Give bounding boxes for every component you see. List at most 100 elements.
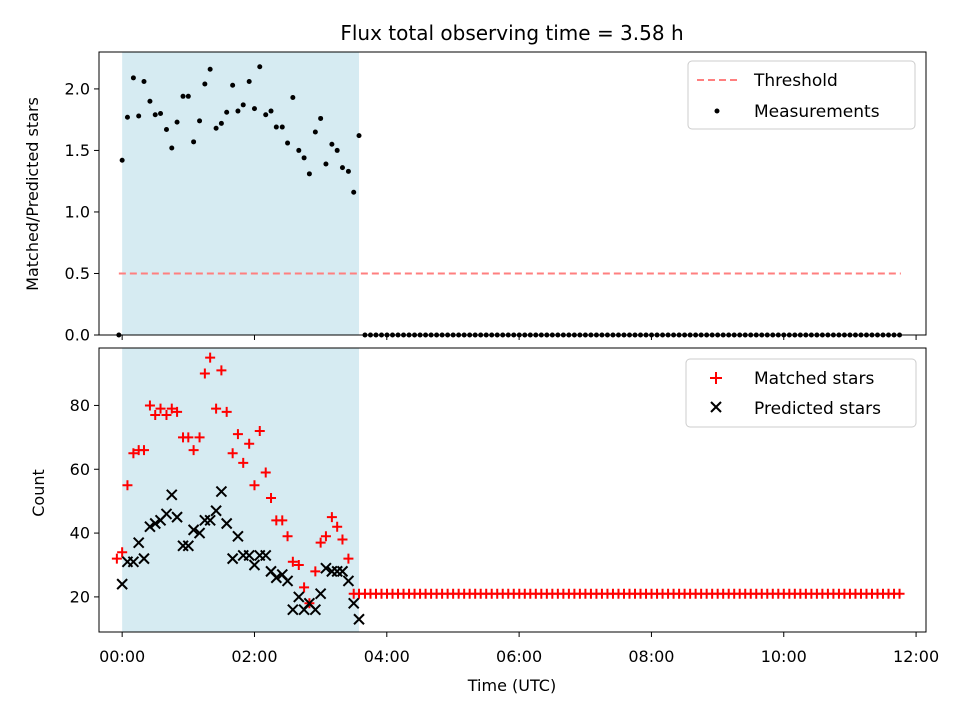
bot-x-point-1-20 (226, 552, 239, 565)
top-dot-point-0-24 (246, 79, 252, 85)
bot-plus-point-0-3 (128, 448, 139, 459)
bot-plus-point-0-33 (293, 559, 304, 570)
bot-plus-point-0-22 (232, 429, 243, 440)
bot-x-point-1-4 (138, 552, 150, 565)
top-dot-point-0-1 (119, 157, 125, 163)
bot-x-point-1-10 (171, 511, 183, 523)
top-dot-point-0-2 (124, 114, 130, 120)
bot-plus-point-0-31 (282, 531, 293, 542)
top-dot-point-0-16 (202, 81, 208, 87)
predicted-legend-swatch (710, 401, 722, 413)
bot-x-point-1-8 (160, 508, 173, 520)
bot-plus-point-0-16 (199, 368, 210, 379)
bottom-legend: Matched stars Predicted stars (685, 358, 917, 428)
bot-plus-point-0-11 (172, 406, 183, 417)
bot-x-point-1-19 (220, 517, 233, 530)
bot-plus-point-0-7 (150, 410, 161, 421)
bot-plus-point-0-0 (111, 553, 122, 564)
bottom-y-axis-label: Count (29, 469, 48, 517)
top-ytick-label-2: 1.0 (65, 202, 90, 221)
top-dot-point-0-22 (235, 108, 241, 114)
bot-x-point-1-13 (187, 524, 200, 536)
bot-x-point-1-6 (149, 517, 161, 530)
x-axis-label: Time (UTC) (467, 676, 556, 695)
bot-plus-point-0-38 (320, 531, 331, 542)
top-dot-point-0-36 (312, 129, 318, 135)
top-dot-point-0-30 (279, 124, 285, 130)
bot-ytick-label-2: 60 (70, 460, 90, 479)
xtick-label-4: 08:00 (628, 647, 674, 666)
top-dot-point-0-28 (268, 108, 274, 114)
bot-plus-point-0-41 (337, 534, 348, 545)
top-dot-point-0-18 (213, 125, 219, 131)
bot-plus-point-0-23 (238, 457, 249, 468)
top-dot-point-0-34 (301, 155, 307, 161)
bot-plus-point-0-30 (277, 515, 288, 526)
bot-plus-point-0-37 (315, 537, 326, 548)
top-dot-point-0-4 (136, 113, 142, 119)
top-dot-point-0-38 (323, 161, 329, 167)
bot-ytick-label-0: 20 (70, 587, 90, 606)
bot-plus-point-0-36 (310, 566, 321, 577)
top-dot-point-0-6 (147, 98, 153, 104)
top-dot-point-0-23 (240, 102, 246, 108)
bot-x-point-1-12 (182, 540, 195, 552)
bot-ytick-label-1: 40 (70, 524, 90, 543)
bot-plus-point-0-2 (122, 480, 133, 491)
bot-plus-point-0-17 (205, 352, 216, 363)
top-dot-point-0-26 (257, 64, 263, 70)
bot-x-point-1-17 (210, 505, 222, 517)
bot-plus-point-0-13 (183, 432, 194, 443)
bot-plus-point-0-21 (227, 448, 238, 459)
top-dot-point-0-40 (334, 147, 340, 153)
legend-measurements-label: Measurements (754, 102, 880, 122)
top-dot-point-0-27 (263, 112, 269, 118)
top-dot-point-0-3 (130, 75, 136, 81)
bot-plus-point-0-142 (894, 588, 905, 599)
bot-x-point-1-37 (320, 562, 332, 574)
top-dot-point-0-12 (180, 93, 186, 99)
bot-plus-point-0-40 (332, 521, 343, 532)
bot-plus-point-0-18 (211, 403, 222, 414)
bot-x-point-1-36 (314, 588, 327, 600)
legend-threshold-label: Threshold (753, 71, 838, 91)
bottom-axes-frame (98, 347, 927, 633)
bot-x-point-1-26 (260, 549, 272, 562)
bot-plus-point-0-26 (254, 425, 265, 436)
top-dot-point-0-17 (207, 66, 213, 72)
bot-plus-point-0-42 (343, 553, 354, 564)
xtick-label-3: 06:00 (496, 647, 542, 666)
top-panel: 0.0 0.5 1.0 1.5 2.0 Flux total observing tim… (23, 21, 927, 345)
bot-plus-point-0-24 (244, 438, 255, 449)
legend-matched-label: Matched stars (754, 369, 874, 389)
top-axes-frame (98, 51, 927, 336)
top-dot-point-0-20 (224, 109, 230, 115)
bot-plus-point-0-19 (216, 365, 227, 376)
top-ytick-label-0: 0.0 (65, 326, 90, 345)
bot-x-point-1-31 (287, 603, 299, 616)
top-dot-point-0-29 (273, 124, 279, 130)
xtick-label-6: 12:00 (893, 647, 939, 666)
bot-x-point-1-16 (204, 514, 216, 527)
bot-observing-span (122, 348, 360, 632)
bot-x-point-1-21 (232, 530, 244, 542)
bot-ytick-label-3: 80 (70, 396, 90, 415)
bot-x-point-1-23 (243, 549, 255, 562)
top-dot-point-0-42 (345, 168, 351, 174)
top-dot-point-0-11 (174, 119, 180, 125)
chart-title: Flux total observing time = 3.58 h (340, 21, 683, 45)
top-dot-point-0-19 (218, 120, 224, 126)
top-dot-point-0-32 (290, 95, 296, 101)
bot-plus-point-0-28 (266, 492, 277, 503)
top-ytick-label-1: 0.5 (65, 264, 90, 283)
bot-x-point-1-9 (166, 489, 178, 501)
bot-plus-point-0-20 (221, 406, 232, 417)
bot-x-point-1-32 (293, 591, 305, 603)
top-observing-span (122, 52, 360, 335)
top-dot-point-0-10 (169, 145, 175, 151)
bot-plus-point-0-10 (166, 403, 177, 414)
top-dot-point-0-5 (141, 79, 147, 85)
bot-x-point-1-0 (116, 578, 128, 590)
bot-plus-point-0-8 (155, 403, 166, 414)
